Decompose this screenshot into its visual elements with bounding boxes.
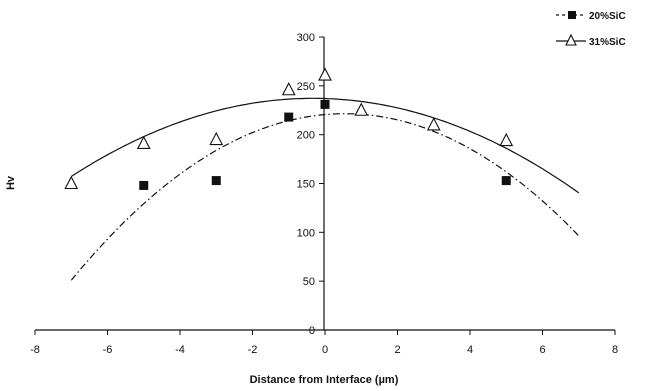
data-point-31sic (499, 132, 514, 147)
trend-line-31sic (70, 97, 580, 194)
data-point-31sic (136, 135, 151, 150)
data-point-20sic (284, 112, 294, 122)
legend-entry-20sic: 20%SiC (556, 11, 626, 22)
legend-marker-20sic (568, 11, 576, 19)
y-tick-label: 0 (309, 325, 315, 337)
y-tick-label: 100 (297, 227, 315, 239)
x-tick-label: -4 (175, 344, 185, 356)
axes: -8 -6 -4 -2 0 2 4 6 8 0 50 100 150 200 250 300 (30, 32, 618, 356)
x-axis-title: Distance from Interface (µm) (250, 374, 399, 386)
x-tick-label: 8 (612, 344, 618, 356)
data-point-20sic (320, 99, 330, 109)
legend-marker-31sic (565, 33, 577, 46)
y-tick-label: 300 (297, 32, 315, 44)
x-tick-label: 2 (394, 344, 400, 356)
y-tick-label: 50 (303, 276, 315, 288)
data-point-31sic (426, 117, 441, 131)
trend-line-20sic (70, 113, 580, 281)
data-point-31sic (64, 175, 79, 190)
x-tick-label: -2 (248, 344, 258, 356)
x-tick-label: 6 (539, 344, 545, 356)
x-tick-label: 4 (467, 344, 473, 356)
legend: 20%SiC 31%SiC (556, 11, 626, 48)
trend-lines (70, 97, 580, 281)
x-tick-label: -6 (103, 344, 113, 356)
x-tick-label: -8 (30, 344, 40, 356)
data-point-20sic (211, 176, 221, 186)
data-markers (64, 67, 514, 190)
data-point-31sic (318, 67, 332, 81)
data-point-31sic (354, 102, 369, 116)
y-tick-label: 150 (297, 179, 315, 191)
legend-label-20sic: 20%SiC (589, 11, 626, 22)
legend-label-31sic: 31%SiC (589, 37, 626, 48)
data-point-20sic (501, 176, 511, 186)
data-point-31sic (209, 131, 224, 146)
y-axis-title: Hv (5, 175, 17, 190)
legend-entry-31sic: 31%SiC (556, 33, 626, 48)
y-tick-label: 250 (297, 81, 315, 93)
y-tick-label: 200 (297, 130, 315, 142)
x-tick-label: 0 (322, 344, 328, 356)
data-point-31sic (281, 82, 296, 96)
data-point-20sic (139, 180, 149, 190)
